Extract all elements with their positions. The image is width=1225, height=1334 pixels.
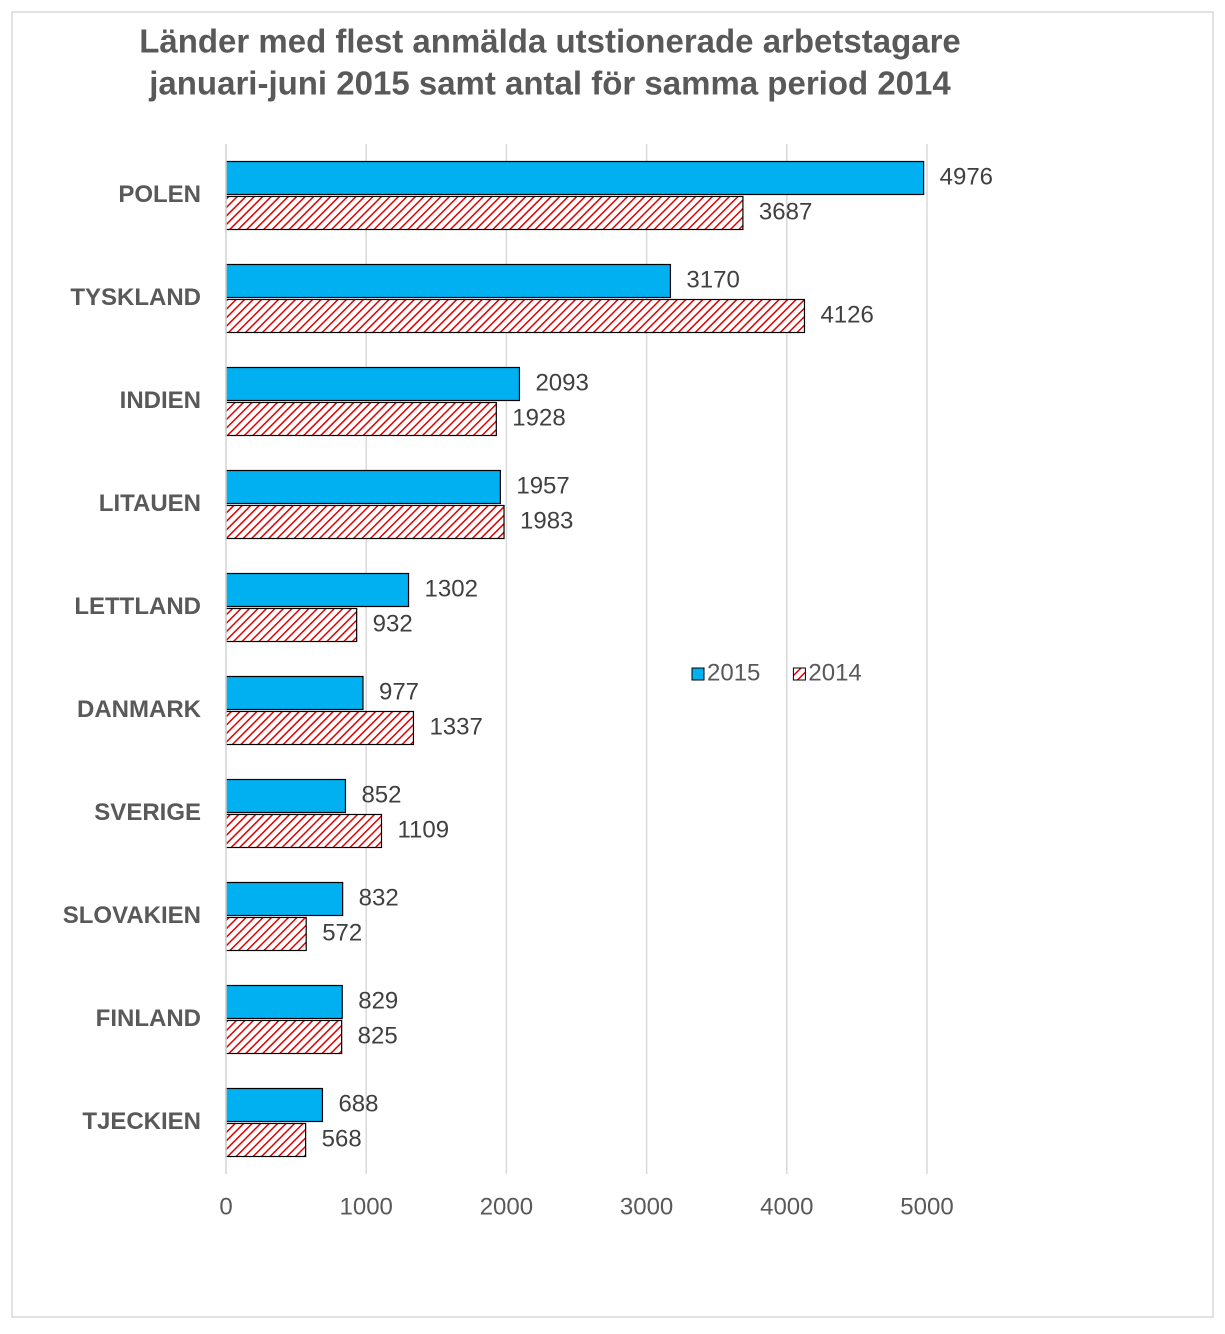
legend-label: 2015 — [707, 659, 760, 686]
y-tick-label: SVERIGE — [94, 799, 201, 826]
y-tick-label: TJECKIEN — [82, 1108, 201, 1135]
x-tick-label: 0 — [219, 1193, 232, 1220]
y-tick-label: DANMARK — [77, 696, 202, 723]
bar — [225, 469, 501, 505]
bar — [225, 572, 410, 608]
data-label: 568 — [322, 1125, 362, 1152]
data-label: 829 — [358, 987, 398, 1014]
chart-title: Länder med flest anmälda utstionerade ar… — [139, 23, 961, 60]
bar — [225, 298, 806, 334]
data-label: 1302 — [425, 575, 478, 602]
legend-label: 2014 — [808, 659, 861, 686]
y-tick-label: TYSKLAND — [70, 284, 201, 311]
data-label: 3687 — [759, 198, 812, 225]
bar — [225, 881, 344, 917]
data-label: 932 — [373, 610, 413, 637]
data-label: 2093 — [535, 369, 588, 396]
data-label: 1928 — [512, 404, 565, 431]
bar — [225, 675, 364, 711]
bar — [225, 401, 497, 437]
bar — [225, 263, 672, 299]
x-tick-label: 3000 — [620, 1193, 673, 1220]
data-label: 1109 — [397, 816, 449, 843]
legend-swatch — [691, 667, 705, 681]
bar — [225, 1122, 307, 1158]
data-label: 1983 — [520, 507, 573, 534]
bar — [225, 607, 358, 643]
data-label: 4126 — [820, 301, 873, 328]
data-label: 1337 — [429, 713, 482, 740]
data-label: 825 — [358, 1022, 398, 1049]
y-tick-label: INDIEN — [120, 387, 201, 414]
data-label: 977 — [379, 678, 419, 705]
x-tick-label: 2000 — [480, 1193, 533, 1220]
chart-title: januari-juni 2015 samt antal för samma p… — [148, 65, 951, 102]
data-label: 4976 — [940, 163, 993, 190]
bar — [225, 813, 383, 849]
bar — [225, 984, 343, 1020]
bar — [225, 1019, 343, 1055]
y-tick-label: SLOVAKIEN — [63, 902, 201, 929]
bar — [225, 504, 505, 540]
bar — [225, 778, 347, 814]
data-label: 1957 — [516, 472, 569, 499]
data-label: 852 — [361, 781, 401, 808]
y-tick-label: FINLAND — [96, 1005, 201, 1032]
y-tick-label: LETTLAND — [74, 593, 201, 620]
data-label: 3170 — [686, 266, 739, 293]
y-tick-label: POLEN — [118, 181, 201, 208]
bar — [225, 160, 925, 196]
bar — [225, 1087, 324, 1123]
bar — [225, 916, 307, 952]
bar — [225, 195, 744, 231]
bar — [225, 710, 415, 746]
legend-swatch — [792, 667, 806, 681]
data-label: 688 — [338, 1090, 378, 1117]
data-label: 572 — [322, 919, 362, 946]
x-tick-label: 4000 — [760, 1193, 813, 1220]
x-tick-label: 5000 — [900, 1193, 953, 1220]
x-tick-label: 1000 — [340, 1193, 393, 1220]
y-tick-label: LITAUEN — [99, 490, 201, 517]
data-label: 832 — [359, 884, 399, 911]
bar — [225, 366, 521, 402]
